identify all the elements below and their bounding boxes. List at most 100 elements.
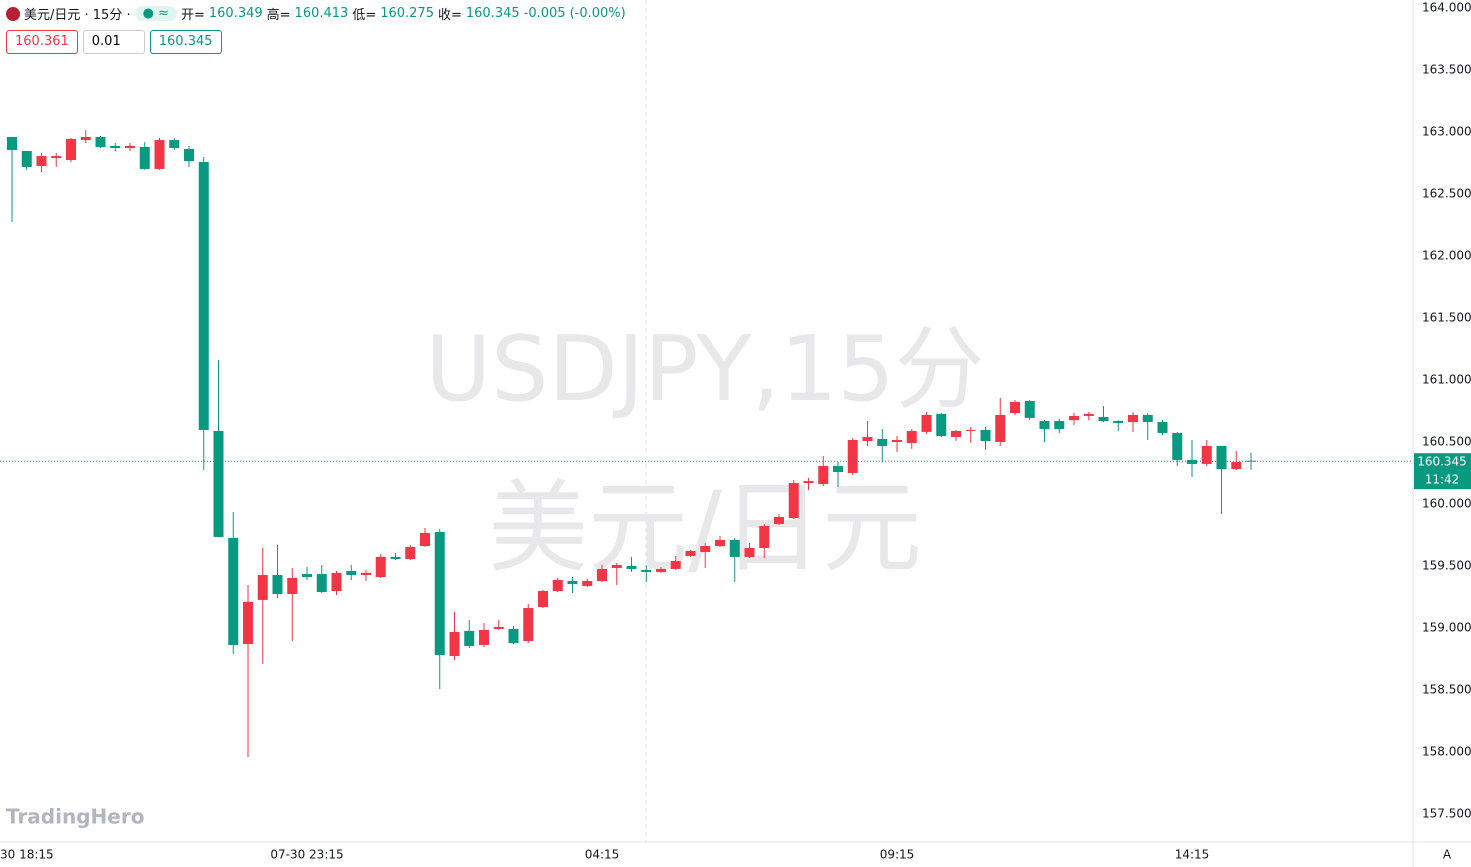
flag (6, 6, 20, 21)
x-tick-label: 14:15 (1175, 848, 1210, 862)
candle-body (1069, 415, 1079, 421)
candle-body (1128, 414, 1138, 423)
x-tick-label: 30 18:15 (0, 848, 54, 862)
candle-body (1024, 400, 1035, 418)
y-tick-label: 160.000 (1422, 496, 1471, 510)
candle-body (744, 548, 755, 557)
candle-body (1142, 414, 1153, 423)
candle-body (700, 546, 711, 552)
candle-body (1098, 416, 1109, 422)
close-value: 160.345 (465, 6, 520, 21)
candle-body (479, 629, 489, 645)
candle-body (538, 591, 548, 608)
candle-body (80, 136, 91, 141)
candle-body (788, 483, 799, 518)
candle-body (257, 575, 268, 600)
y-tick-label: 161.500 (1422, 310, 1471, 324)
candle-body (7, 136, 17, 150)
candle-body (51, 156, 62, 159)
candle-body (670, 561, 681, 569)
candle-body (641, 569, 652, 572)
scale-button[interactable]: A (1443, 848, 1452, 862)
y-tick-label: 159.500 (1422, 558, 1471, 572)
candle-body (375, 556, 386, 578)
y-tick-label: 163.500 (1422, 62, 1471, 76)
candle-body (906, 430, 917, 443)
candle-body (995, 414, 1006, 442)
candle-body (818, 466, 829, 485)
candle-body (125, 146, 135, 148)
candle-body (493, 626, 504, 629)
countdown: 11:42 (1425, 473, 1460, 487)
candle-body (1054, 421, 1065, 429)
candle-body (449, 631, 460, 657)
close-label: 收= (437, 8, 462, 23)
candle-body (685, 550, 696, 556)
y-tick-label: 162.500 (1422, 186, 1471, 200)
candle-body (169, 140, 180, 148)
candle-body (420, 533, 430, 547)
candle-body (715, 539, 725, 547)
candle-body (66, 138, 76, 161)
symbol[interactable]: 美元/日元 · 15分 · (24, 8, 131, 23)
sell-button[interactable]: 160.361 (6, 30, 78, 54)
candle-body (611, 564, 622, 568)
change: -0.005 (523, 6, 566, 21)
x-tick-label: 04:15 (585, 848, 620, 862)
candle-body (862, 437, 873, 441)
watermark: 美元/日元 (488, 469, 922, 586)
candle-body (759, 525, 770, 549)
candle-body (774, 517, 784, 524)
candle-body (921, 414, 932, 432)
candle-body (582, 580, 593, 586)
candle-body (656, 568, 666, 572)
candle-body (405, 547, 416, 560)
status-pill[interactable]: ● ≈ (134, 6, 177, 21)
candle-body (139, 147, 150, 169)
candle-body (951, 430, 961, 438)
candle-body (1172, 432, 1183, 460)
y-tick-label: 157.500 (1422, 806, 1471, 820)
candle-body (198, 162, 209, 430)
candle-body (390, 556, 401, 560)
candle-body (877, 439, 888, 446)
candle-body (1216, 445, 1227, 470)
candle-body (36, 156, 47, 166)
low-label: 低= (352, 8, 377, 23)
candle-body (965, 429, 976, 431)
change-pct: (-0.00%) (569, 6, 626, 21)
y-tick-label: 158.000 (1422, 744, 1471, 758)
candle-body (1201, 445, 1212, 464)
candle-body (1039, 421, 1050, 429)
candle-body (361, 572, 371, 576)
logo: TradingHero (6, 805, 144, 829)
candle-body (508, 628, 519, 643)
high-label: 高= (266, 8, 291, 23)
price-label: 160.345 (1417, 455, 1467, 469)
candle-body (936, 413, 947, 437)
candle-body (980, 429, 991, 441)
candle-body (1231, 461, 1242, 470)
candle-body (552, 579, 563, 592)
candle-body (729, 539, 740, 557)
y-tick-label: 159.000 (1422, 620, 1471, 634)
candle-body (847, 440, 858, 473)
price-label-box (1414, 453, 1471, 490)
candle-body (331, 572, 342, 592)
y-tick-label: 162.000 (1422, 248, 1471, 262)
buy-button[interactable]: 160.345 (149, 30, 222, 54)
candle-body (1083, 413, 1094, 416)
low-value: 160.275 (380, 6, 434, 21)
spread: 0.01 (82, 30, 145, 54)
candle-body (803, 481, 814, 484)
candle-body (21, 150, 32, 167)
y-tick-label: 158.500 (1422, 682, 1471, 696)
candle-body (110, 146, 121, 148)
candle-body (213, 430, 224, 537)
candle-body (154, 140, 165, 169)
candle-body (228, 537, 239, 645)
candle-body (1187, 459, 1197, 464)
candle-body (892, 440, 902, 442)
candle-body (833, 466, 843, 472)
